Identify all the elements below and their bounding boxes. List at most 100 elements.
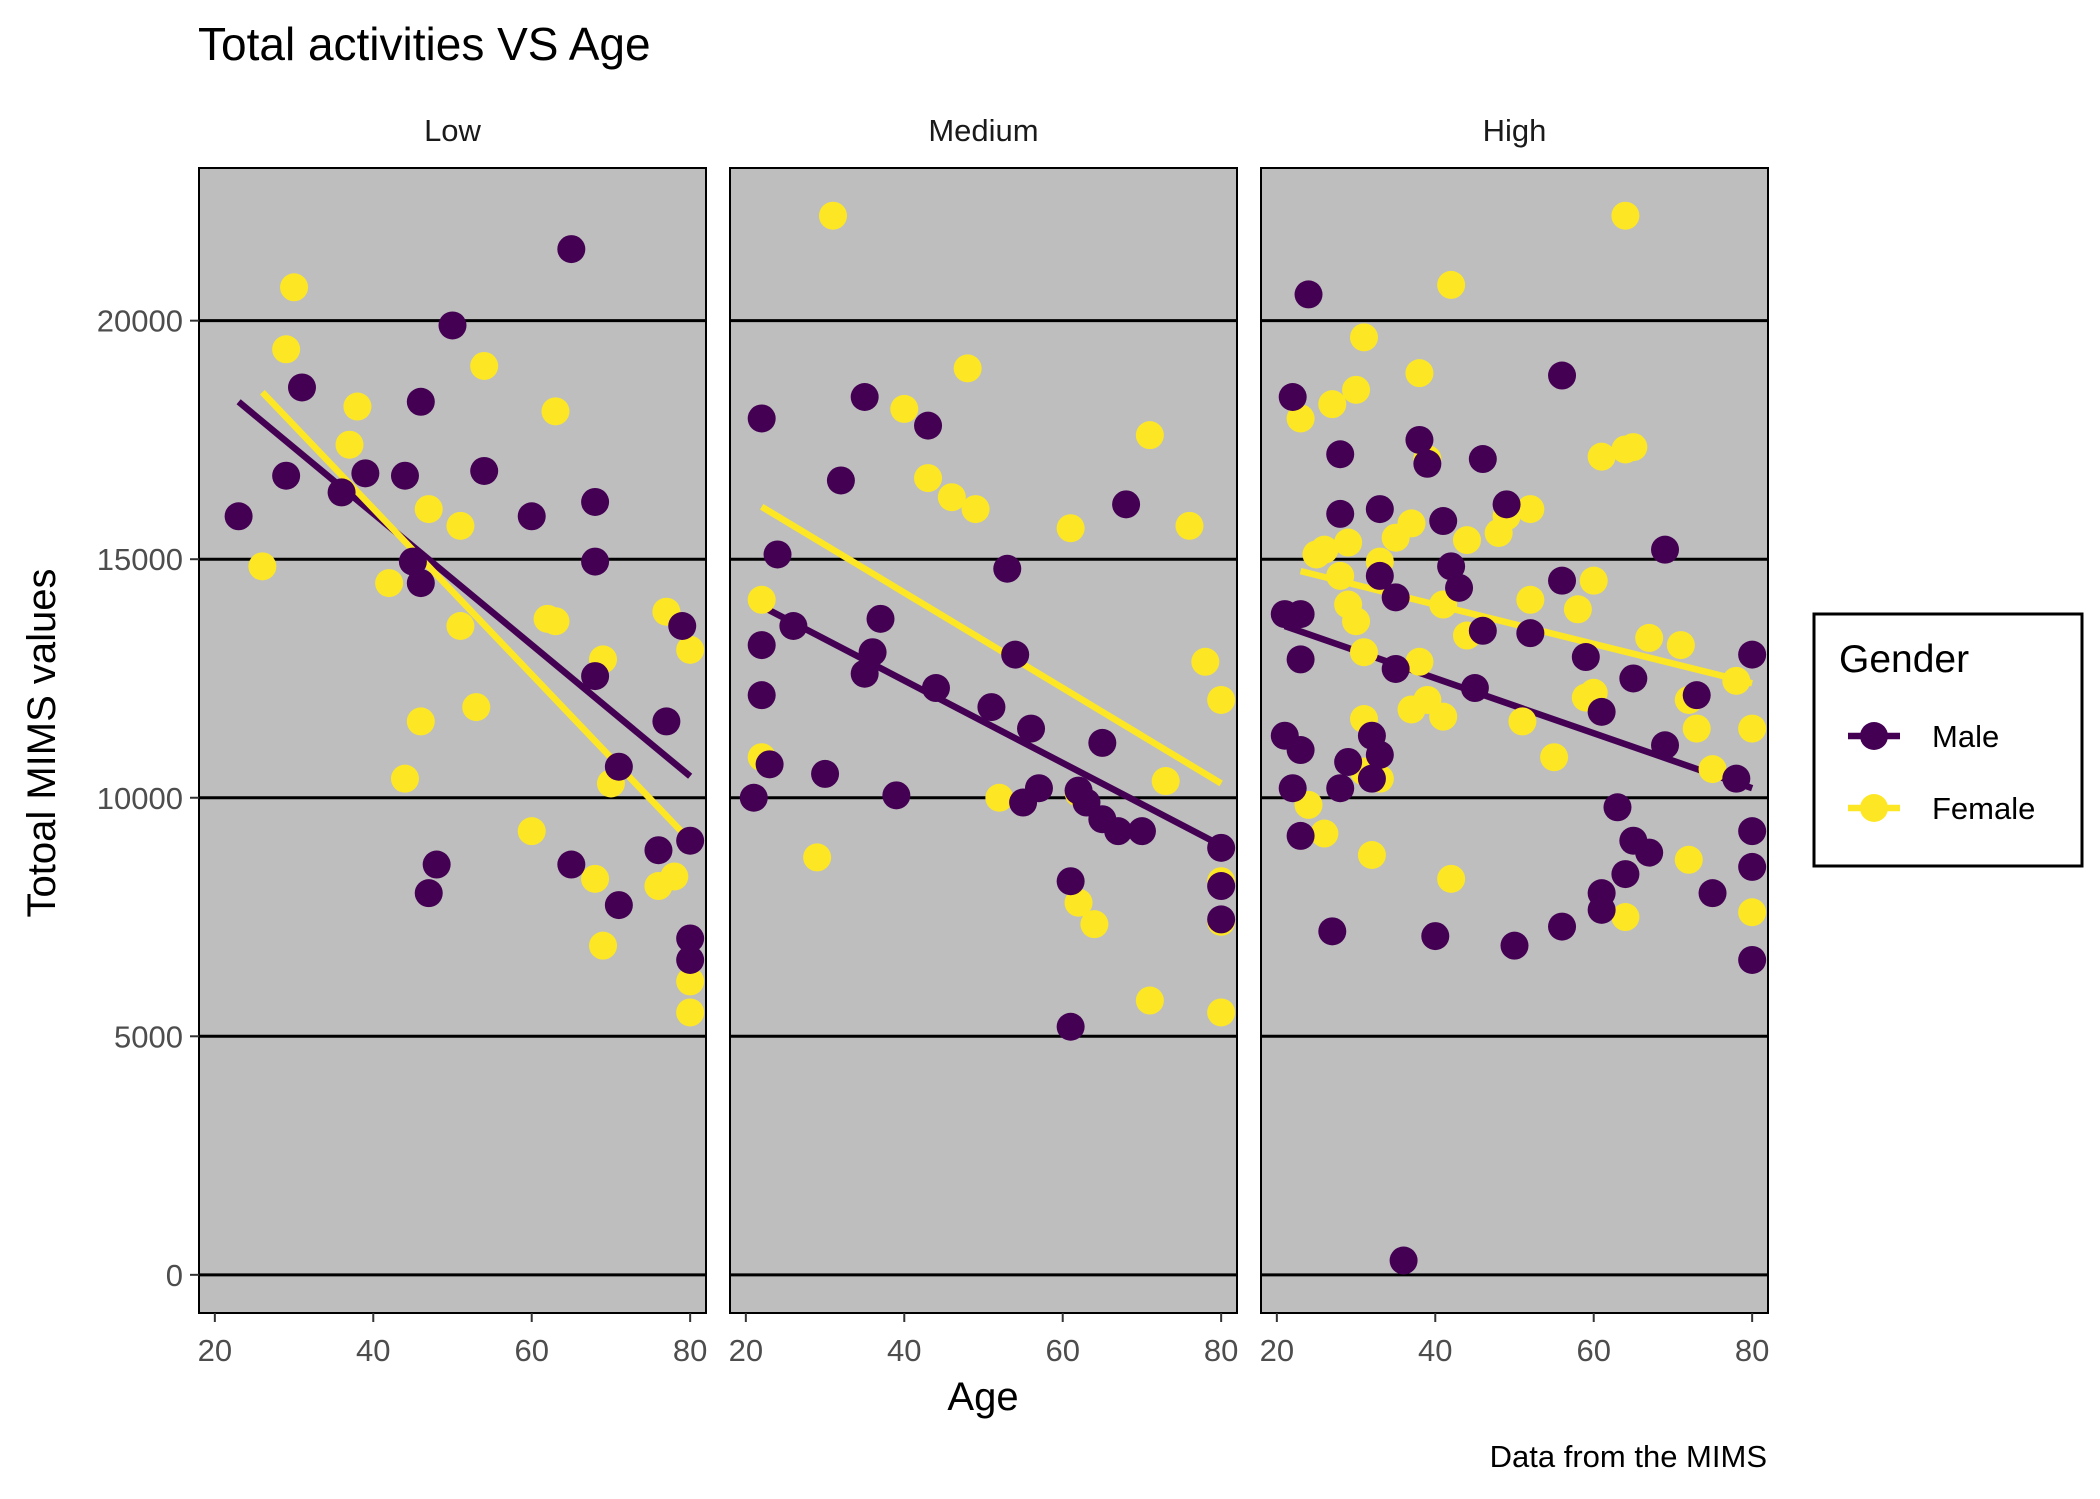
data-point-male [1738, 640, 1767, 669]
data-point-male [644, 836, 673, 865]
data-point-male [1738, 945, 1767, 974]
data-point-male [1603, 793, 1632, 822]
data-point-male [1445, 573, 1474, 602]
data-point-female [1135, 421, 1164, 450]
data-point-male [1207, 905, 1236, 934]
data-point-male [1619, 664, 1648, 693]
data-point-male [676, 924, 705, 953]
data-point-female [1611, 201, 1640, 230]
data-point-female [541, 607, 570, 636]
legend-item-female: Female [1848, 791, 2035, 826]
data-point-male [287, 373, 316, 402]
data-point-male [517, 502, 546, 531]
data-point-female [1151, 767, 1180, 796]
data-point-male [755, 750, 784, 779]
data-point-male [1738, 852, 1767, 881]
data-point-male [676, 826, 705, 855]
data-point-female [581, 864, 610, 893]
legend-item-male: Male [1848, 719, 1999, 754]
data-point-male [1651, 731, 1680, 760]
data-point-female [1698, 755, 1727, 784]
data-point-male [1587, 895, 1616, 924]
panel-low: Low 20 40 60 80 0 5000 10000 15000 20000 [97, 113, 708, 1368]
data-point-male [1088, 728, 1117, 757]
y-tick-label: 10000 [97, 781, 183, 816]
data-point-female [1587, 442, 1616, 471]
data-point-male [1024, 774, 1053, 803]
data-point-female [446, 612, 475, 640]
legend-title: Gender [1839, 638, 1969, 681]
x-tick-label: 20 [198, 1333, 232, 1368]
data-point-female [1722, 666, 1751, 695]
x-tick-label: 20 [1260, 1333, 1294, 1368]
data-point-male [414, 879, 443, 908]
data-point-female [343, 392, 372, 421]
x-tick-label: 80 [1204, 1333, 1238, 1368]
data-point-female [1666, 631, 1695, 660]
data-point-female [676, 998, 705, 1027]
data-point-male [1682, 681, 1711, 710]
data-point-female [1334, 528, 1363, 557]
data-point-male [1722, 764, 1751, 793]
data-point-male [739, 783, 768, 812]
data-point-female [414, 495, 443, 524]
data-point-female [985, 783, 1014, 812]
data-point-male [224, 502, 253, 531]
data-point-male [1468, 616, 1497, 645]
legend-entries: Male Female [1848, 719, 2035, 826]
x-tick-label: 60 [1576, 1333, 1610, 1368]
panel-border [729, 167, 1238, 1314]
data-point-female [1310, 819, 1339, 848]
data-point-male [1587, 697, 1616, 726]
panel-high: High 20 40 60 80 [1260, 113, 1770, 1368]
data-point-male [1437, 552, 1466, 581]
data-point-male [747, 681, 776, 710]
x-tick-label: 20 [729, 1333, 763, 1368]
data-point-male [1429, 507, 1458, 536]
data-point-male [1278, 383, 1307, 411]
data-point-male [581, 662, 610, 691]
legend-label: Female [1932, 791, 2035, 826]
data-point-female [1397, 509, 1426, 538]
data-point-female [1207, 685, 1236, 714]
data-point-female [1540, 743, 1569, 772]
data-point-male [422, 850, 451, 879]
chart-caption: Data from the MIMS [1490, 1439, 1767, 1474]
data-point-female [1405, 359, 1434, 388]
data-point-male [1492, 490, 1521, 519]
data-point-male [557, 850, 586, 879]
data-point-male [581, 547, 610, 576]
data-point-female [470, 351, 499, 380]
data-point-female [1429, 702, 1458, 731]
data-point-male [850, 383, 879, 411]
data-point-male [272, 461, 301, 490]
data-point-female [1064, 888, 1093, 917]
legend-key-dot [1860, 722, 1888, 750]
data-point-male [826, 466, 855, 495]
data-point-female [1349, 323, 1378, 352]
data-point-male [1365, 561, 1394, 590]
data-point-male [652, 707, 681, 736]
data-point-female [1437, 270, 1466, 299]
data-point-male [1611, 860, 1640, 889]
data-point-male [1413, 449, 1442, 478]
y-axis-title: Totoal MIMS values [20, 568, 64, 917]
x-tick-label: 60 [1045, 1333, 1079, 1368]
data-point-female [1357, 841, 1386, 869]
data-point-male [1207, 872, 1236, 901]
data-point-female [1191, 647, 1220, 676]
data-point-male [470, 456, 499, 485]
data-point-male [406, 387, 435, 416]
data-point-female [1635, 623, 1664, 652]
data-point-male [811, 759, 840, 788]
data-point-female [272, 335, 301, 364]
chart-title: Total activities VS Age [198, 18, 651, 70]
data-point-male [1571, 643, 1600, 672]
data-point-male [604, 752, 633, 781]
data-point-male [1286, 821, 1315, 850]
data-point-male [438, 311, 467, 340]
data-point-female [937, 483, 966, 512]
data-point-male [1334, 747, 1363, 776]
x-tick-label: 40 [1418, 1333, 1452, 1368]
data-point-female [1326, 561, 1355, 590]
